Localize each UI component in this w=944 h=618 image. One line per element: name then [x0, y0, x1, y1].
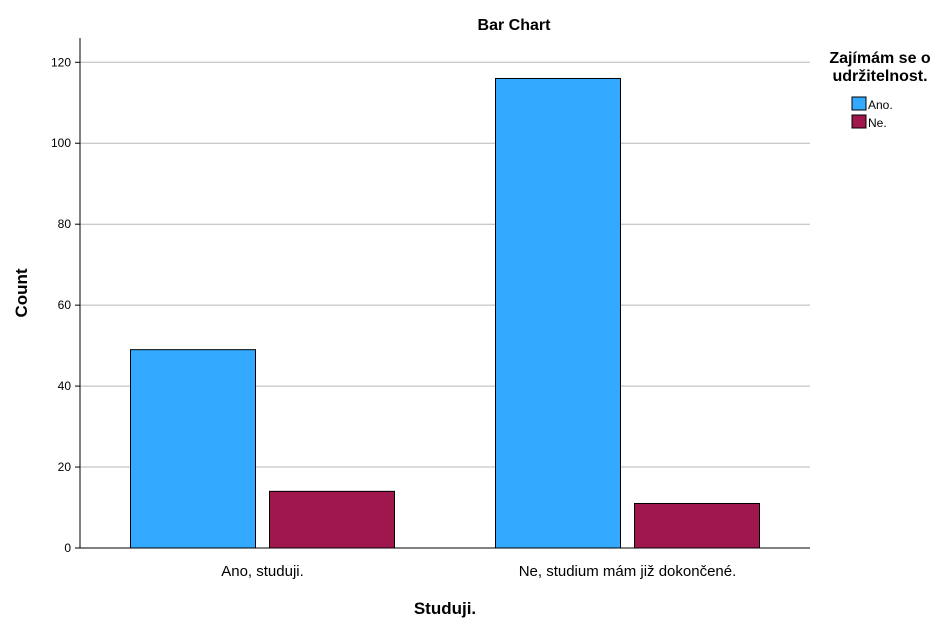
legend-title-line-2: udržitelnost.	[832, 68, 927, 85]
chart-title: Bar Chart	[478, 17, 552, 34]
axes	[79, 38, 810, 549]
y-tick-label: 120	[51, 55, 71, 69]
legend-swatch	[851, 114, 867, 129]
y-tick-label: 40	[58, 379, 72, 393]
bar-ano-1	[130, 349, 256, 549]
bar-ne-2	[634, 502, 760, 549]
legend-label: Ano.	[868, 98, 893, 112]
x-tick-label: Ne, studium mám již dokončené.	[519, 563, 737, 580]
legend-swatch	[851, 96, 867, 111]
legend: Zajímám se o udržitelnost. Ano. Ne.	[829, 50, 931, 130]
legend-label: Ne.	[868, 116, 887, 130]
y-axis-title: Count	[12, 268, 31, 317]
y-tick-label: 20	[58, 460, 72, 474]
bar-ano-2	[495, 77, 621, 549]
legend-title-line-1: Zajímám se o	[829, 50, 931, 67]
x-tick-label: Ano, studuji.	[221, 563, 304, 580]
y-tick-label: 0	[64, 541, 71, 555]
y-tick-label: 100	[51, 136, 71, 150]
bar-ne-1	[269, 490, 395, 549]
x-axis-title: Studuji.	[414, 599, 476, 618]
x-ticks: Ano, studuji. Ne, studium mám již dokonče…	[221, 563, 736, 580]
y-tick-label: 60	[58, 298, 72, 312]
bars	[130, 77, 760, 549]
y-ticks: 0 20 40 60 80 100 120	[51, 55, 80, 555]
y-tick-label: 80	[58, 217, 72, 231]
